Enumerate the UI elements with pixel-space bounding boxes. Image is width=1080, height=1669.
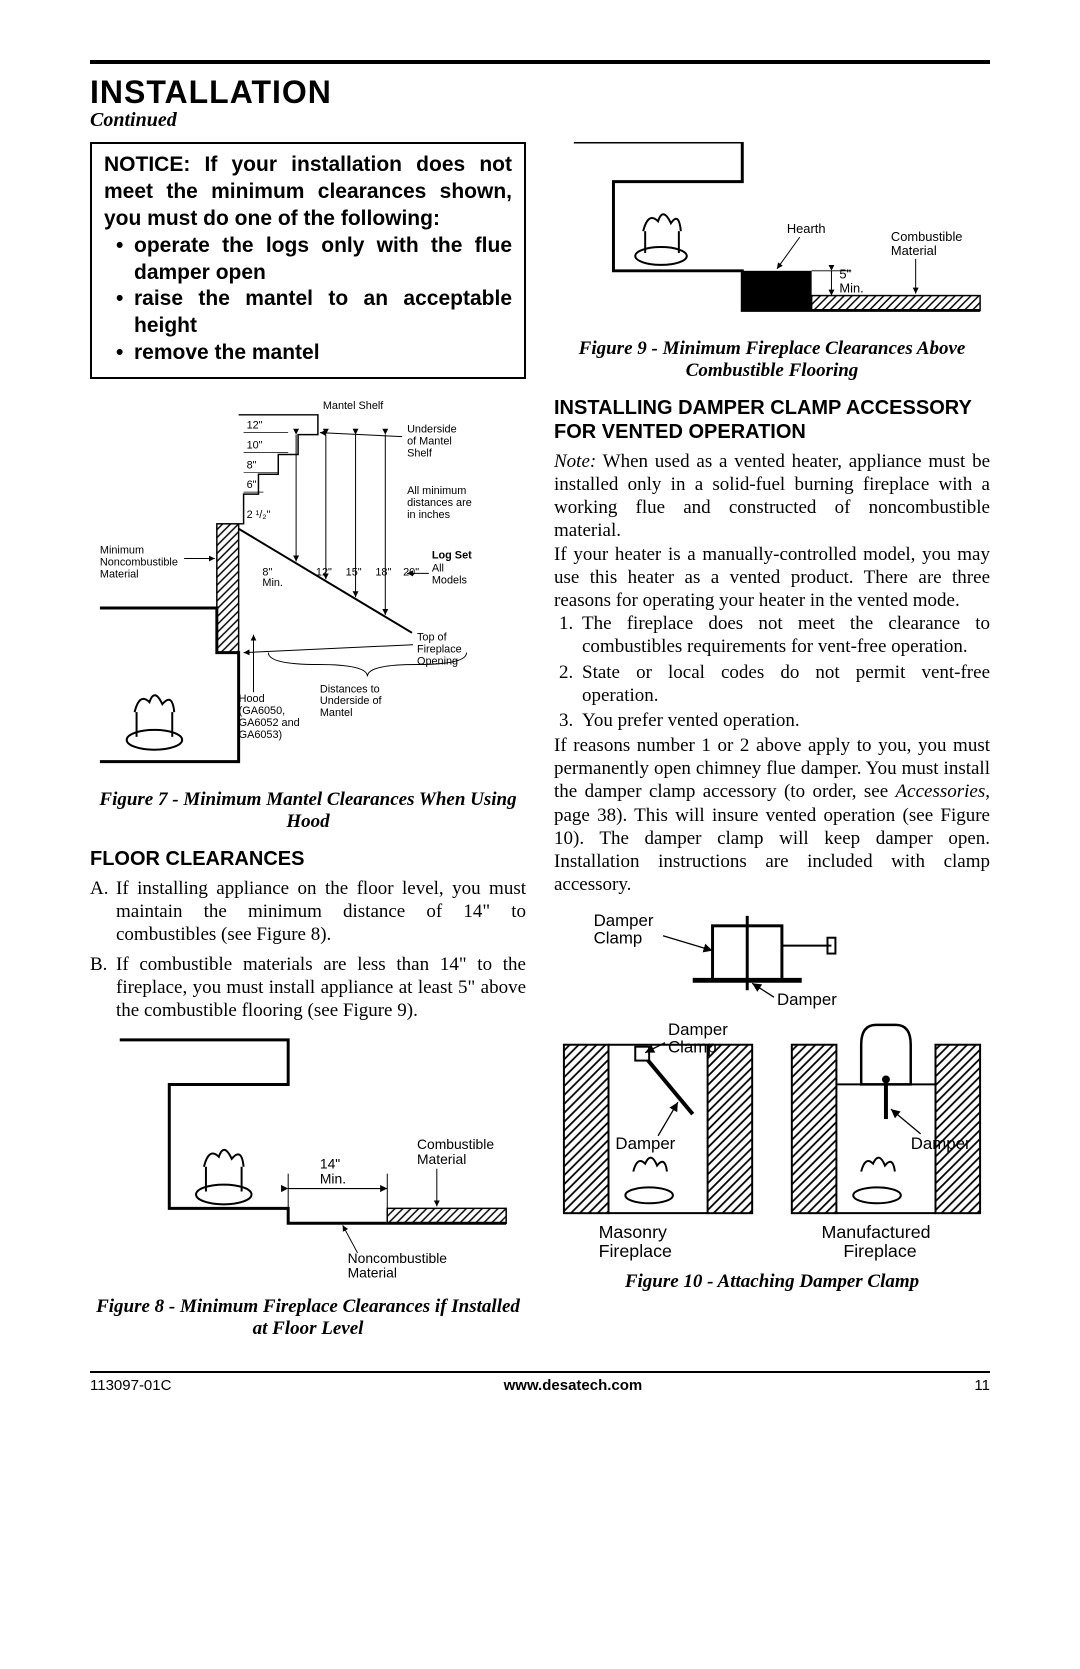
svg-text:Damper: Damper xyxy=(668,1020,728,1039)
figure-9-caption: Figure 9 - Minimum Fireplace Clearances … xyxy=(554,338,990,382)
svg-text:12": 12" xyxy=(316,566,332,578)
svg-text:Fireplace: Fireplace xyxy=(843,1241,916,1261)
svg-text:Min.: Min. xyxy=(839,281,863,296)
svg-text:18": 18" xyxy=(375,566,391,578)
svg-text:MinimumNoncombustibleMaterial: MinimumNoncombustibleMaterial xyxy=(100,545,178,581)
notice-item: operate the logs only with the flue damp… xyxy=(116,233,512,287)
figure-7-caption: Figure 7 - Minimum Mantel Clearances Whe… xyxy=(90,789,526,833)
notice-lead: NOTICE: If your installation does not me… xyxy=(104,152,512,233)
svg-text:Fireplace: Fireplace xyxy=(599,1241,672,1261)
svg-text:12": 12" xyxy=(247,420,263,432)
doc-number: 113097-01C xyxy=(90,1377,171,1394)
page-footer: 113097-01C www.desatech.com 11 xyxy=(90,1377,990,1394)
svg-text:5": 5" xyxy=(839,267,851,282)
figure-9-diagram: Hearth 5" Min. CombustibleMaterial xyxy=(554,142,990,330)
figure-8-caption: Figure 8 - Minimum Fireplace Clearances … xyxy=(90,1296,526,1340)
body-paragraph: If your heater is a manually-controlled … xyxy=(554,543,990,613)
continued-label: Continued xyxy=(90,109,990,132)
svg-text:Mantel Shelf: Mantel Shelf xyxy=(323,400,384,412)
notice-box: NOTICE: If your installation does not me… xyxy=(90,142,526,379)
list-item: B. If combustible materials are less tha… xyxy=(90,953,526,1023)
note-paragraph: Note: When used as a vented heater, appl… xyxy=(554,450,990,543)
notice-item: remove the mantel xyxy=(116,340,512,367)
figure-8-diagram: 14" Min. CombustibleMaterial Noncombusti… xyxy=(90,1030,526,1288)
svg-text:Damper: Damper xyxy=(594,911,654,930)
floor-clearances-heading: FLOOR CLEARANCES xyxy=(90,847,526,871)
list-item: The fireplace does not meet the clearanc… xyxy=(578,612,990,658)
svg-text:All: All xyxy=(432,562,444,574)
svg-text:Distances toUnderside ofMantel: Distances toUnderside ofMantel xyxy=(320,683,383,719)
damper-heading: INSTALLING DAMPER CLAMP ACCESSORY FOR VE… xyxy=(554,396,990,444)
svg-text:15": 15" xyxy=(346,566,362,578)
svg-text:Clamp: Clamp xyxy=(594,929,643,948)
svg-text:All minimumdistances arein inc: All minimumdistances arein inches xyxy=(407,485,472,521)
svg-text:Masonry: Masonry xyxy=(599,1222,667,1242)
page-number: 11 xyxy=(974,1377,990,1394)
svg-text:Clamp: Clamp xyxy=(668,1038,717,1057)
figure-10-caption: Figure 10 - Attaching Damper Clamp xyxy=(554,1271,990,1293)
svg-text:Damper: Damper xyxy=(777,990,837,1009)
list-item: A. If installing appliance on the floor … xyxy=(90,877,526,947)
svg-text:6": 6" xyxy=(247,479,257,491)
list-item: State or local codes do not permit vent-… xyxy=(578,661,990,707)
list-item: You prefer vented operation. xyxy=(578,709,990,732)
figure-10-diagram: Damper Clamp Damper xyxy=(554,906,990,1263)
svg-text:2 ¹/₂": 2 ¹/₂" xyxy=(247,509,271,521)
svg-text:Top ofFireplaceOpening: Top ofFireplaceOpening xyxy=(417,632,462,668)
svg-text:Log Set: Log Set xyxy=(432,549,472,561)
svg-text:Hearth: Hearth xyxy=(787,221,826,236)
svg-text:Hood(GA6050,GA6052 andGA6053): Hood(GA6050,GA6052 andGA6053) xyxy=(239,693,300,741)
notice-item: raise the mantel to an accept­able heigh… xyxy=(116,286,512,340)
svg-text:CombustibleMaterial: CombustibleMaterial xyxy=(417,1136,494,1167)
svg-text:Damper: Damper xyxy=(911,1134,971,1153)
svg-text:Manufactured: Manufactured xyxy=(822,1222,931,1242)
svg-text:NoncombustibleMaterial: NoncombustibleMaterial xyxy=(348,1250,448,1281)
figure-7-diagram: 12" 10" 8" 6" 2 ¹/₂" Mantel Shelf Unders… xyxy=(90,395,526,781)
svg-text:8"Min.: 8"Min. xyxy=(262,566,283,589)
svg-text:8": 8" xyxy=(247,459,257,471)
svg-text:Min.: Min. xyxy=(320,1171,346,1187)
svg-text:Damper: Damper xyxy=(615,1134,675,1153)
svg-text:20": 20" xyxy=(403,566,419,578)
body-paragraph: If reasons number 1 or 2 above apply to … xyxy=(554,734,990,896)
svg-text:CombustibleMaterial: CombustibleMaterial xyxy=(891,229,963,258)
page-title: INSTALLATION xyxy=(90,74,990,111)
svg-text:Models: Models xyxy=(432,574,468,586)
svg-text:10": 10" xyxy=(247,440,263,452)
footer-url: www.desatech.com xyxy=(504,1377,643,1394)
svg-text:14": 14" xyxy=(320,1156,340,1172)
svg-text:Undersideof MantelShelf: Undersideof MantelShelf xyxy=(407,424,457,460)
